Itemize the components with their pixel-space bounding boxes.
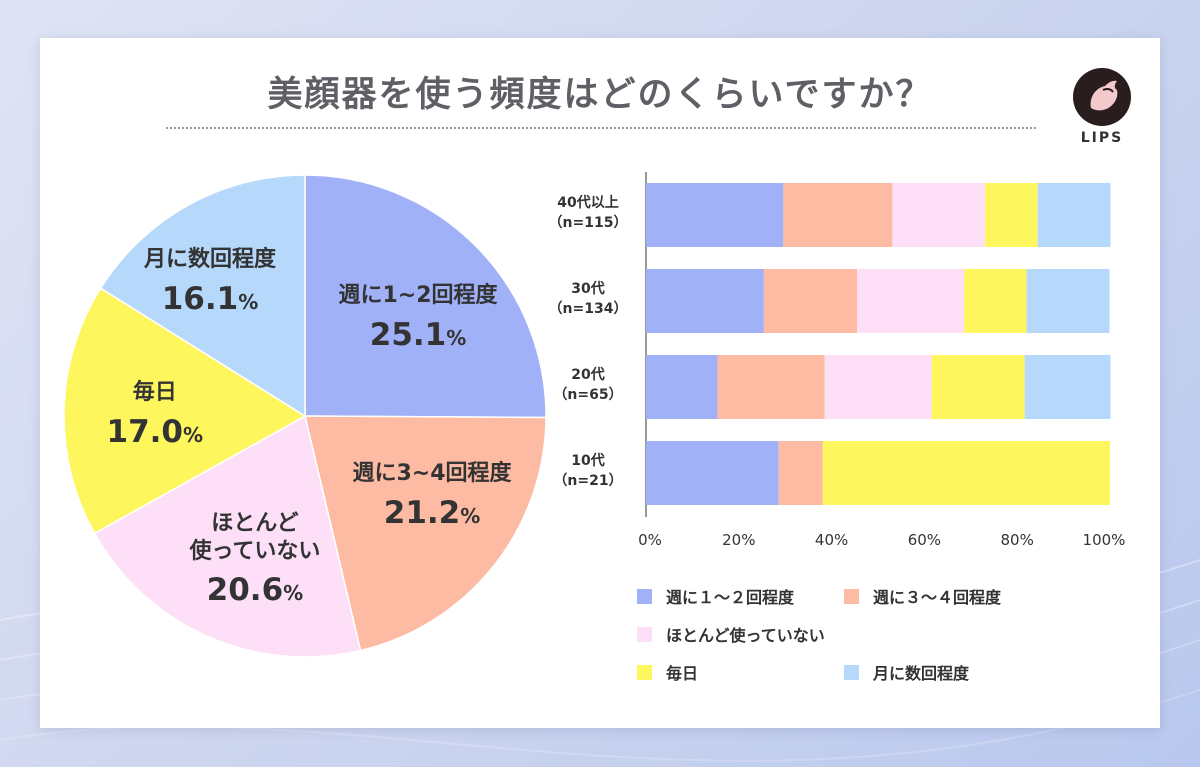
bar-segment: [646, 441, 779, 505]
bar-segment: [1024, 355, 1111, 419]
legend-swatch: [844, 664, 859, 680]
page-title: 美顔器を使う頻度はどのくらいですか？: [267, 75, 933, 115]
brand-name: LIPS: [1080, 130, 1124, 146]
bar-segment: [717, 355, 825, 419]
pie-slice-value: 20.6%: [206, 572, 304, 608]
x-tick-label: 20%: [722, 531, 756, 549]
pie-slice: [63, 287, 307, 535]
bar-segment: [892, 183, 986, 247]
bar-category-n: （n=21）: [553, 473, 623, 490]
x-tick-label: 80%: [1000, 531, 1034, 549]
legend-item: 週に３〜４回程度: [844, 586, 1002, 607]
pie-slice-unit: %: [446, 325, 467, 350]
legend-label: 毎日: [666, 664, 699, 683]
pie-slice-label: ほとんど 使っていない 20.6%: [190, 510, 321, 610]
pie-slice-name: 月に数回程度: [144, 247, 277, 272]
bar-segment: [646, 269, 764, 333]
bar-category-label: 20代 （n=65）: [528, 365, 648, 406]
legend-swatch: [637, 664, 652, 680]
bar-segment: [824, 355, 932, 419]
legend-label: 週に３〜４回程度: [873, 588, 1002, 607]
pie-slice-value: 25.1%: [369, 316, 467, 353]
pie-slice-unit: %: [183, 422, 204, 447]
pie-slice-label: 週に1~2回程度 25.1%: [339, 282, 498, 354]
legend-item: 毎日: [637, 662, 699, 683]
x-tick-label: 40%: [814, 531, 849, 549]
pie-slice-name: ほとんど: [211, 511, 299, 536]
legend-swatch: [637, 588, 652, 604]
legend-item: ほとんど使っていない: [637, 624, 825, 645]
pie-slice-value: 17.0%: [106, 413, 204, 450]
bar-segment: [783, 183, 893, 247]
bar-segment: [646, 355, 718, 419]
bar-segment: [778, 441, 823, 505]
pie-slice-unit: %: [460, 503, 481, 528]
bar-category-name: 30代: [571, 281, 605, 297]
pie-slice: [304, 174, 547, 419]
bar-segment: [857, 269, 965, 333]
bar-category-name: 10代: [571, 453, 605, 469]
pie-slice-name: 使っていない: [189, 538, 321, 564]
lips-logo-icon: [1073, 68, 1131, 126]
bar-segment: [646, 183, 784, 247]
title-divider: [166, 127, 1036, 129]
pie-slice-name: 週に1~2回程度: [338, 283, 498, 308]
legend-label: ほとんど使っていない: [666, 626, 825, 645]
bar-category-n: （n=134）: [548, 301, 628, 318]
bar-segment: [931, 355, 1025, 419]
pie-slice: [304, 415, 547, 652]
pie-slice-label: 月に数回程度 16.1%: [144, 246, 276, 318]
bar-segment: [763, 269, 858, 333]
bar-segment: [822, 441, 1110, 505]
legend-swatch: [844, 588, 859, 604]
legend-item: 週に１〜２回程度: [637, 586, 795, 607]
bar-segment: [964, 269, 1027, 333]
legend-label: 週に１〜２回程度: [666, 588, 795, 607]
bar-category-n: （n=65）: [553, 387, 623, 404]
bar-segment: [1026, 269, 1110, 333]
x-tick-label: 0%: [638, 531, 662, 549]
pie-slice-value: 16.1%: [161, 280, 259, 317]
pie-slice-name: 毎日: [132, 380, 177, 405]
bar-category-label: 10代 （n=21）: [528, 451, 648, 492]
pie-slice-unit: %: [283, 581, 304, 605]
pie-slice-label: 週に3~4回程度 21.2%: [353, 460, 512, 532]
pie-slice: [99, 174, 306, 418]
bar-category-name: 40代以上: [557, 195, 619, 211]
bar-category-n: （n=115）: [548, 215, 628, 232]
bar-category-label: 40代以上 （n=115）: [528, 193, 648, 234]
bar-category-label: 30代 （n=134）: [528, 279, 648, 320]
bar-category-name: 20代: [571, 367, 605, 383]
pie-slice: [93, 414, 362, 658]
pie-slice-unit: %: [238, 289, 259, 314]
pie-slice-name: 週に3~4回程度: [352, 461, 512, 486]
x-tick-label: 100%: [1082, 531, 1126, 549]
pie-slice-value: 21.2%: [383, 494, 481, 531]
bar-segment: [985, 183, 1038, 247]
legend-item: 月に数回程度: [844, 662, 970, 683]
pie-slice-label: 毎日 17.0%: [107, 379, 204, 451]
bar-segment: [1037, 183, 1111, 247]
legend-label: 月に数回程度: [873, 664, 970, 683]
legend-swatch: [637, 626, 652, 642]
x-tick-label: 60%: [907, 531, 942, 549]
